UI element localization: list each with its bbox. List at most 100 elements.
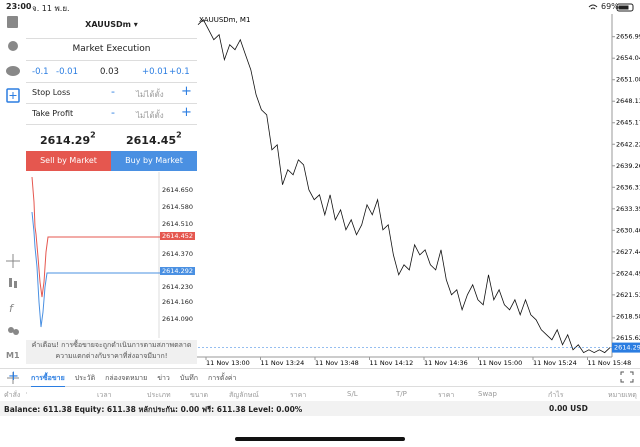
toolbar-icon[interactable]	[8, 41, 18, 51]
tab[interactable]: ประวัติ	[74, 374, 96, 382]
toolbar-icon[interactable]	[6, 66, 20, 76]
y-tick-label: 2656.995	[616, 33, 640, 41]
stop-loss-minus[interactable]: -	[111, 85, 115, 98]
take-profit-plus[interactable]: +	[181, 105, 192, 120]
svg-text:f: f	[9, 302, 15, 315]
sell-button[interactable]: Sell by Market	[26, 151, 111, 171]
ask-last: 2	[176, 130, 182, 140]
tab[interactable]: บันทึก	[179, 374, 198, 382]
tick-price: 2614.650	[162, 186, 194, 194]
volume-step[interactable]: +0.01	[142, 67, 169, 77]
y-tick-label: 2654.040	[616, 54, 640, 62]
svg-text:M1: M1	[6, 351, 20, 360]
y-tick-label: 2639.265	[616, 162, 640, 170]
symbol-selector[interactable]: XAUUSDm ▾	[85, 20, 138, 29]
take-profit-label: Take Profit	[32, 109, 74, 118]
tick-price: 2614.370	[162, 250, 194, 258]
y-tick-label: 2621.535	[616, 291, 640, 299]
y-tick-label: 2642.220	[616, 140, 640, 148]
toolbar-icon[interactable]: f	[9, 302, 15, 315]
tab[interactable]: ข่าว	[157, 374, 170, 382]
last-price-tag	[612, 342, 640, 353]
y-tick-label: 2651.085	[616, 76, 640, 84]
balance-bar	[0, 401, 640, 416]
balance-summary: Balance: 611.38 Equity: 611.38 หลักประกั…	[4, 405, 303, 414]
order-panel	[26, 14, 197, 392]
take-profit-value[interactable]: ไม่ได้ตั้ง	[136, 111, 164, 120]
tab[interactable]: การตั้งค่า	[207, 374, 237, 382]
toolbar-icon[interactable]	[9, 278, 17, 288]
price-chart: XAUUSDm, M1 2656.995 2654.040 2651.085 2648…	[197, 14, 640, 367]
date: จ. 11 พ.ย.	[32, 4, 70, 13]
x-tick-label: 11 Nov 13:24	[261, 359, 305, 367]
table-header: สัญลักษณ์	[229, 391, 259, 399]
table-header: ราคา	[290, 391, 307, 399]
table-header: Swap	[478, 390, 497, 398]
y-tick-label: 2630.400	[616, 226, 640, 234]
status-icons	[588, 3, 634, 12]
volume-step[interactable]: +0.1	[169, 67, 190, 77]
x-tick-label: 11 Nov 15:24	[533, 359, 577, 367]
execution-type[interactable]: Market Execution	[72, 44, 151, 54]
toolbar-icon[interactable]	[6, 88, 20, 103]
tick-price: 2614.160	[162, 298, 194, 306]
time: 23:00	[6, 2, 32, 11]
bid-last: 2	[90, 130, 96, 140]
ask-price: 2614.452	[126, 129, 182, 148]
profit-total: 0.00 USD	[549, 404, 588, 413]
tick-chart	[31, 172, 161, 338]
warning: คำเตือน! การซื้อขายจะถูกดำเนินการตามสภาพ…	[26, 340, 197, 364]
stop-loss-value[interactable]: ไม่ได้ตั้ง	[136, 90, 164, 99]
x-tick-label: 11 Nov 14:12	[370, 359, 414, 367]
price-line	[197, 19, 611, 354]
ask-tag: 2614.452	[160, 232, 196, 240]
bid-price: 2614.292	[40, 129, 96, 148]
expand-icon[interactable]	[620, 371, 634, 383]
y-tick-label: 2615.625	[616, 334, 640, 342]
table-header: คำสั่ง	[4, 391, 21, 399]
battery: 69%	[601, 2, 619, 11]
tick-price: 2614.230	[162, 283, 194, 291]
volume-step[interactable]: 0.03	[100, 67, 119, 77]
table-header: กำไร	[548, 391, 564, 399]
y-tick-label: 2618.580	[616, 312, 640, 320]
toolbar: f M1	[6, 14, 27, 394]
table-header: ขนาด	[190, 391, 209, 399]
toolbar-icon[interactable]	[8, 327, 19, 335]
y-tick-label: 2633.355	[616, 205, 640, 213]
x-tick-label: 11 Nov 15:00	[479, 359, 523, 367]
last-price-label: 2614.292	[614, 344, 640, 352]
table-header: S/L	[347, 390, 358, 398]
x-tick-label: 11 Nov 15:48	[588, 359, 632, 367]
y-tick-label: 2648.130	[616, 97, 640, 105]
buy-button[interactable]: Buy by Market	[111, 151, 197, 171]
toolbar-icon[interactable]	[6, 254, 20, 268]
toolbar-icon[interactable]: M1	[6, 351, 20, 360]
table-header: ราคา	[438, 391, 455, 399]
table-header: T/P	[396, 390, 407, 398]
add-button[interactable]: +	[8, 369, 19, 384]
toolbar-icon[interactable]	[7, 372, 19, 384]
volume-step[interactable]: -0.01	[56, 67, 78, 77]
y-tick-label: 2627.445	[616, 248, 640, 256]
tick-price: 2614.510	[162, 220, 194, 228]
home-indicator	[235, 437, 405, 441]
tab[interactable]: การซื้อขาย	[31, 373, 65, 387]
tick-price: 2614.580	[162, 203, 194, 211]
tab[interactable]: กล่องจดหมาย	[105, 374, 148, 382]
take-profit-minus[interactable]: -	[111, 106, 115, 119]
chart-title: XAUUSDm, M1	[199, 16, 250, 24]
toolbar-icon[interactable]	[7, 16, 18, 28]
y-tick-label: 2624.490	[616, 269, 640, 277]
volume-step[interactable]: -0.1	[32, 67, 49, 77]
bid-tag: 2614.292	[160, 267, 196, 275]
x-tick-label: 11 Nov 13:00	[206, 359, 250, 367]
table-header: หมายเหตุ	[608, 391, 637, 399]
table-header: เวลา	[97, 391, 112, 399]
stop-loss-plus[interactable]: +	[181, 84, 192, 99]
table-header: ประเภท	[147, 391, 171, 399]
ask-main: 2614.45	[126, 134, 177, 147]
x-tick-label: 11 Nov 13:48	[315, 359, 359, 367]
stop-loss-label: Stop Loss	[32, 88, 71, 97]
